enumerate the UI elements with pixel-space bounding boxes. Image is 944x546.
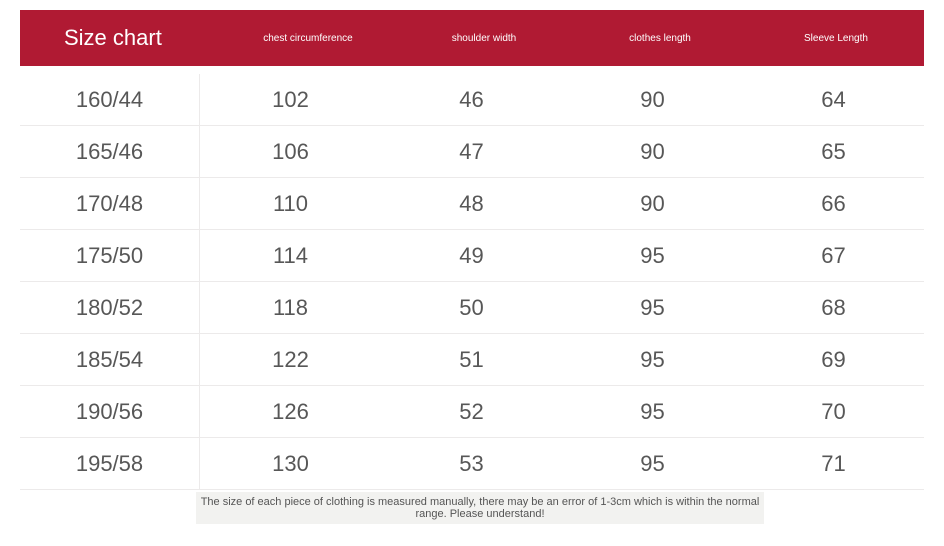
table-row: 165/46106479065 — [20, 126, 924, 178]
data-cell: 95 — [562, 386, 743, 437]
size-cell: 160/44 — [20, 74, 200, 125]
data-cell: 90 — [562, 74, 743, 125]
data-cell: 95 — [562, 282, 743, 333]
table-header: Size chart chest circumference shoulder … — [20, 10, 924, 66]
row-cells: 126529570 — [200, 386, 924, 437]
data-cell: 118 — [200, 282, 381, 333]
data-cell: 102 — [200, 74, 381, 125]
data-cell: 69 — [743, 334, 924, 385]
data-cell: 68 — [743, 282, 924, 333]
data-cell: 50 — [381, 282, 562, 333]
data-cell: 95 — [562, 334, 743, 385]
row-cells: 110489066 — [200, 178, 924, 229]
data-cell: 110 — [200, 178, 381, 229]
row-cells: 114499567 — [200, 230, 924, 281]
data-cell: 67 — [743, 230, 924, 281]
size-cell: 165/46 — [20, 126, 200, 177]
table-row: 190/56126529570 — [20, 386, 924, 438]
data-cell: 64 — [743, 74, 924, 125]
data-cell: 49 — [381, 230, 562, 281]
col-header-sleeve: Sleeve Length — [748, 33, 924, 44]
table-row: 170/48110489066 — [20, 178, 924, 230]
col-header-shoulder: shoulder width — [396, 33, 572, 44]
data-cell: 65 — [743, 126, 924, 177]
data-cell: 52 — [381, 386, 562, 437]
size-cell: 180/52 — [20, 282, 200, 333]
table-row: 160/44102469064 — [20, 74, 924, 126]
data-cell: 114 — [200, 230, 381, 281]
size-cell: 190/56 — [20, 386, 200, 437]
size-cell: 175/50 — [20, 230, 200, 281]
table-header-columns: chest circumference shoulder width cloth… — [220, 33, 924, 44]
size-cell: 195/58 — [20, 438, 200, 489]
data-cell: 51 — [381, 334, 562, 385]
size-cell: 170/48 — [20, 178, 200, 229]
data-cell: 122 — [200, 334, 381, 385]
table-body: 160/44102469064165/46106479065170/481104… — [20, 74, 924, 490]
data-cell: 90 — [562, 178, 743, 229]
data-cell: 70 — [743, 386, 924, 437]
row-cells: 122519569 — [200, 334, 924, 385]
data-cell: 48 — [381, 178, 562, 229]
table-title: Size chart — [20, 25, 220, 51]
data-cell: 95 — [562, 438, 743, 489]
data-cell: 46 — [381, 74, 562, 125]
table-row: 180/52118509568 — [20, 282, 924, 334]
data-cell: 95 — [562, 230, 743, 281]
size-cell: 185/54 — [20, 334, 200, 385]
table-row: 195/58130539571 — [20, 438, 924, 490]
row-cells: 102469064 — [200, 74, 924, 125]
row-cells: 106479065 — [200, 126, 924, 177]
table-row: 175/50114499567 — [20, 230, 924, 282]
data-cell: 130 — [200, 438, 381, 489]
footnote: The size of each piece of clothing is me… — [196, 492, 764, 524]
data-cell: 126 — [200, 386, 381, 437]
data-cell: 66 — [743, 178, 924, 229]
size-chart-container: Size chart chest circumference shoulder … — [0, 0, 944, 490]
data-cell: 106 — [200, 126, 381, 177]
data-cell: 90 — [562, 126, 743, 177]
data-cell: 53 — [381, 438, 562, 489]
table-row: 185/54122519569 — [20, 334, 924, 386]
data-cell: 47 — [381, 126, 562, 177]
row-cells: 130539571 — [200, 438, 924, 489]
col-header-clothes-length: clothes length — [572, 33, 748, 44]
col-header-chest: chest circumference — [220, 33, 396, 44]
data-cell: 71 — [743, 438, 924, 489]
row-cells: 118509568 — [200, 282, 924, 333]
